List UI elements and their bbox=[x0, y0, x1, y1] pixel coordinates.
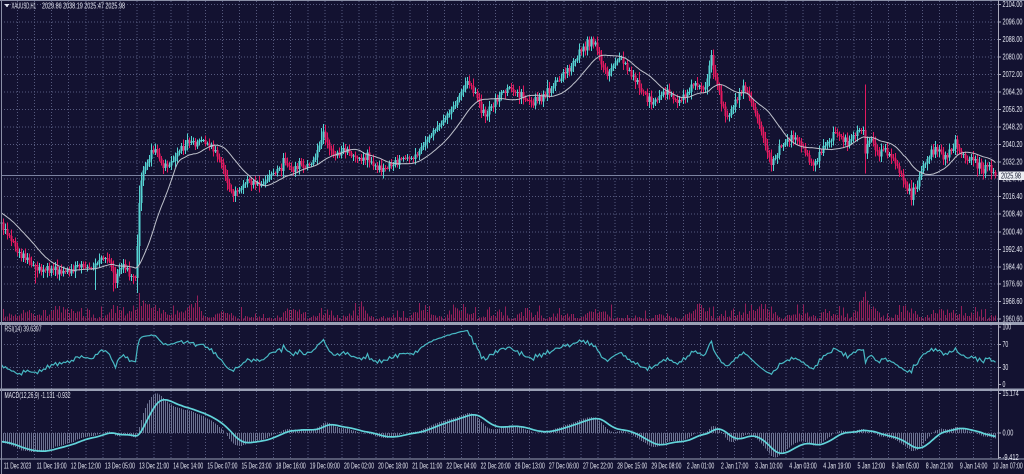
svg-text:2016.40: 2016.40 bbox=[1003, 192, 1023, 201]
svg-text:13 Dec 21:00: 13 Dec 21:00 bbox=[139, 462, 169, 471]
svg-text:2008.40: 2008.40 bbox=[1003, 210, 1023, 219]
svg-text:2064.20: 2064.20 bbox=[1003, 87, 1023, 96]
svg-text:19 Dec 09:00: 19 Dec 09:00 bbox=[310, 462, 340, 471]
svg-text:RSI(14) 39.6397: RSI(14) 39.6397 bbox=[5, 325, 42, 334]
svg-text:13 Dec 05:00: 13 Dec 05:00 bbox=[105, 462, 135, 471]
svg-text:2056.20: 2056.20 bbox=[1003, 105, 1023, 114]
svg-text:27 Dec 22:00: 27 Dec 22:00 bbox=[583, 462, 613, 471]
svg-text:2088.00: 2088.00 bbox=[1003, 35, 1023, 44]
svg-text:2 Jan 17:00: 2 Jan 17:00 bbox=[721, 462, 749, 471]
svg-text:28 Dec 15:00: 28 Dec 15:00 bbox=[617, 462, 647, 471]
svg-text:12 Dec 12:00: 12 Dec 12:00 bbox=[71, 462, 101, 471]
svg-text:4 Jan 19:00: 4 Jan 19:00 bbox=[823, 462, 851, 471]
svg-text:1976.60: 1976.60 bbox=[1003, 280, 1023, 289]
svg-text:5 Jan 12:00: 5 Jan 12:00 bbox=[858, 462, 886, 471]
svg-text:26 Dec 13:00: 26 Dec 13:00 bbox=[515, 462, 545, 471]
svg-text:XAUUSD,H1: XAUUSD,H1 bbox=[12, 2, 37, 11]
svg-text:11 Dec 2023: 11 Dec 2023 bbox=[4, 462, 32, 471]
svg-text:2040.20: 2040.20 bbox=[1003, 140, 1023, 149]
svg-text:2096.00: 2096.00 bbox=[1003, 18, 1023, 27]
svg-text:1968.60: 1968.60 bbox=[1003, 297, 1023, 306]
svg-text:2 Jan 01:00: 2 Jan 01:00 bbox=[687, 462, 715, 471]
svg-text:11 Dec 19:00: 11 Dec 19:00 bbox=[37, 462, 67, 471]
svg-text:22 Dec 20:00: 22 Dec 20:00 bbox=[481, 462, 511, 471]
svg-text:1960.60: 1960.60 bbox=[1003, 315, 1023, 324]
svg-text:15 Dec 07:00: 15 Dec 07:00 bbox=[207, 462, 237, 471]
svg-text:1992.40: 1992.40 bbox=[1003, 245, 1023, 254]
svg-text:2029.86 2038.19 2025.47 2025.9: 2029.86 2038.19 2025.47 2025.98 bbox=[42, 2, 125, 11]
svg-text:21 Dec 11:00: 21 Dec 11:00 bbox=[412, 462, 442, 471]
svg-text:20 Dec 02:00: 20 Dec 02:00 bbox=[344, 462, 374, 471]
svg-text:0.00: 0.00 bbox=[1003, 429, 1014, 438]
svg-text:-9.412: -9.412 bbox=[1003, 453, 1020, 462]
svg-text:29 Dec 08:00: 29 Dec 08:00 bbox=[651, 462, 681, 471]
svg-text:30: 30 bbox=[1003, 363, 1009, 372]
svg-text:2025.98: 2025.98 bbox=[1001, 172, 1021, 181]
svg-text:2072.00: 2072.00 bbox=[1003, 70, 1023, 79]
svg-text:14 Dec 14:00: 14 Dec 14:00 bbox=[173, 462, 203, 471]
svg-text:2000.40: 2000.40 bbox=[1003, 227, 1023, 236]
svg-text:20 Dec 18:00: 20 Dec 18:00 bbox=[378, 462, 408, 471]
svg-text:8 Jan 21:00: 8 Jan 21:00 bbox=[926, 462, 954, 471]
svg-text:MACD(12,26,9) -1.131 -0.932: MACD(12,26,9) -1.131 -0.932 bbox=[5, 391, 71, 400]
svg-text:8 Jan 05:00: 8 Jan 05:00 bbox=[892, 462, 920, 471]
svg-text:1984.40: 1984.40 bbox=[1003, 262, 1023, 271]
svg-text:15 Dec 23:00: 15 Dec 23:00 bbox=[242, 462, 272, 471]
svg-text:3 Jan 10:00: 3 Jan 10:00 bbox=[755, 462, 783, 471]
svg-text:22 Dec 04:00: 22 Dec 04:00 bbox=[446, 462, 476, 471]
svg-text:18 Dec 16:00: 18 Dec 16:00 bbox=[276, 462, 306, 471]
svg-text:9 Jan 14:00: 9 Jan 14:00 bbox=[960, 462, 988, 471]
svg-text:2048.20: 2048.20 bbox=[1003, 122, 1023, 131]
svg-text:100: 100 bbox=[1003, 323, 1012, 332]
svg-text:2080.00: 2080.00 bbox=[1003, 53, 1023, 62]
svg-text:2104.00: 2104.00 bbox=[1003, 0, 1023, 9]
svg-text:27 Dec 06:00: 27 Dec 06:00 bbox=[549, 462, 579, 471]
svg-text:15.174: 15.174 bbox=[1003, 389, 1020, 398]
svg-text:70: 70 bbox=[1003, 340, 1009, 349]
svg-text:10 Jan 07:00: 10 Jan 07:00 bbox=[993, 462, 1023, 471]
svg-text:4 Jan 03:00: 4 Jan 03:00 bbox=[789, 462, 817, 471]
svg-text:0: 0 bbox=[1003, 380, 1006, 389]
svg-text:2032.20: 2032.20 bbox=[1003, 158, 1023, 167]
